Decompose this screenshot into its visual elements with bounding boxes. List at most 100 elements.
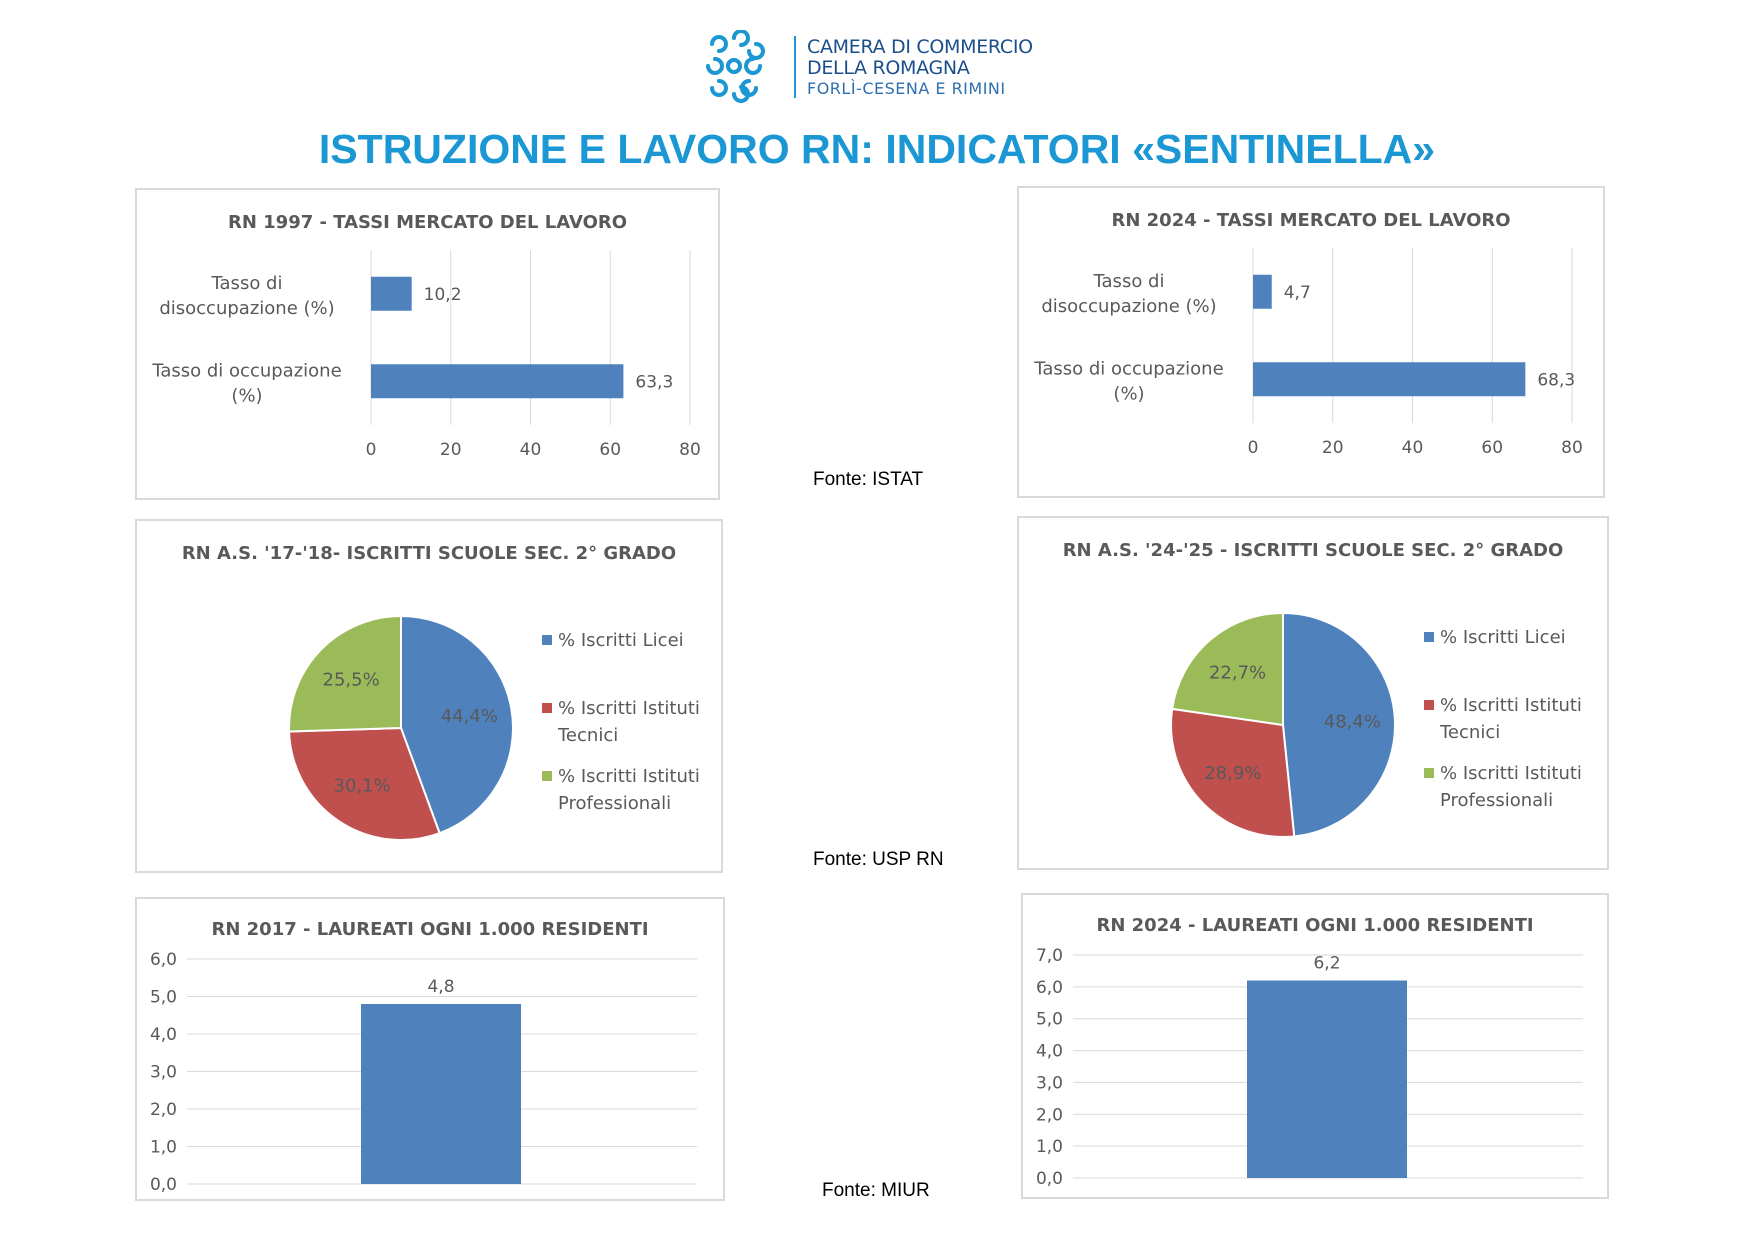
logo-divider <box>794 36 796 98</box>
tick-label: 3,0 <box>1036 1073 1063 1093</box>
tick-label: 1,0 <box>150 1138 177 1158</box>
legend-label: % Iscritti Istituti Tecnici <box>1440 695 1582 743</box>
bar-chart-labour-1997: 0 20 40 60 80 10,2 Tasso di disoccupazione (%) 6… <box>151 250 701 460</box>
chart-panel-labour-2024: RN 2024 - TASSI MERCATO DEL LAVORO 0 20 40… <box>1017 186 1605 498</box>
source-labour: Fonte: ISTAT <box>813 469 924 490</box>
data-label: 44,4% <box>441 706 498 727</box>
tick-label: 40 <box>520 440 542 460</box>
data-label: 4,7 <box>1284 283 1311 303</box>
logo-org-line3: FORLÌ-CESENA E RIMINI <box>807 79 1006 98</box>
chart-panel-graduates-2024: RN 2024 - LAUREATI OGNI 1.000 RESIDENTI … <box>1021 893 1609 1199</box>
tick-label: 0,0 <box>1036 1169 1063 1189</box>
pie-slice <box>400 614 514 835</box>
bar <box>371 364 624 399</box>
tick-label: 7,0 <box>1036 946 1063 966</box>
legend-label: % Iscritti Istituti Professionali <box>558 766 700 814</box>
tick-label: 4,0 <box>150 1025 177 1045</box>
tick-label: 80 <box>679 440 701 460</box>
chart-title: RN 2024 - TASSI MERCATO DEL LAVORO <box>1111 210 1511 231</box>
tick-label: 0 <box>366 440 377 460</box>
pie-slice <box>288 614 402 733</box>
logo-org-line1: CAMERA DI COMMERCIO <box>807 36 1033 58</box>
legend-swatch <box>1424 768 1434 778</box>
tick-label: 1,0 <box>1036 1137 1063 1157</box>
source-schools: Fonte: USP RN <box>813 849 944 870</box>
chart-title: RN A.S. '17-'18- ISCRITTI SCUOLE SEC. 2°… <box>181 543 677 564</box>
tick-label: 6,0 <box>1036 978 1063 998</box>
category-label-line: (%) <box>1113 383 1144 404</box>
category-label: Tasso di occupazione (%) <box>1033 358 1223 404</box>
org-logo: CAMERA DI COMMERCIO DELLA ROMAGNA FORLÌ-… <box>690 30 1090 105</box>
bar <box>361 1004 521 1184</box>
tick-label: 80 <box>1561 438 1583 458</box>
legend-swatch <box>542 771 552 781</box>
pie-chart-schools-2425: 48,4% 28,9% 22,7% <box>1170 611 1396 838</box>
legend-swatch <box>1424 700 1434 710</box>
chart-panel-labour-1997: RN 1997 - TASSI MERCATO DEL LAVORO 0 20 40… <box>135 188 720 500</box>
pie-slice <box>288 726 441 841</box>
bar-chart-graduates-2017: 0,0 1,0 2,0 3,0 4,0 5,0 6,0 4,8 <box>150 950 697 1195</box>
pie-slice <box>1171 611 1284 727</box>
tick-label: 0 <box>1248 438 1259 458</box>
tick-label: 3,0 <box>150 1063 177 1083</box>
tick-label: 60 <box>1481 438 1503 458</box>
chart-title: RN A.S. '24-'25 - ISCRITTI SCUOLE SEC. 2… <box>1062 540 1564 561</box>
page-title: ISTRUZIONE E LAVORO RN: INDICATORI «SENT… <box>318 126 1436 172</box>
tick-label: 20 <box>1322 438 1344 458</box>
legend-label: % Iscritti Istituti Tecnici <box>558 698 700 746</box>
pie-slice <box>1282 611 1396 838</box>
legend-swatch <box>542 635 552 645</box>
bar <box>1247 980 1407 1178</box>
data-label: 4,8 <box>427 977 454 997</box>
legend-label: % Iscritti Licei <box>558 630 684 651</box>
category-label-line: Tasso di <box>211 273 283 294</box>
legend-label: % Iscritti Istituti Professionali <box>1440 763 1582 811</box>
tick-label: 6,0 <box>150 950 177 970</box>
chart-title: RN 2017 - LAUREATI OGNI 1.000 RESIDENTI <box>211 919 649 940</box>
chart-title: RN 1997 - TASSI MERCATO DEL LAVORO <box>227 212 628 233</box>
chart-panel-graduates-2017: RN 2017 - LAUREATI OGNI 1.000 RESIDENTI … <box>135 897 725 1201</box>
bar <box>1253 362 1526 397</box>
tick-label: 4,0 <box>1036 1042 1063 1062</box>
category-label: Tasso di disoccupazione (%) <box>159 273 334 319</box>
category-label-line: disoccupazione (%) <box>159 298 334 319</box>
data-label: 6,2 <box>1313 953 1340 973</box>
data-label: 28,9% <box>1204 763 1261 784</box>
tick-label: 20 <box>440 440 462 460</box>
data-label: 25,5% <box>323 670 380 691</box>
category-label: Tasso di occupazione (%) <box>151 360 341 406</box>
legend-label: % Iscritti Licei <box>1440 627 1566 648</box>
logo-mark-icon <box>706 30 765 103</box>
tick-label: 60 <box>599 440 621 460</box>
bar-chart-graduates-2024: 0,0 1,0 2,0 3,0 4,0 5,0 6,0 7,0 6,2 <box>1036 946 1583 1189</box>
category-label-line: Tasso di occupazione <box>1033 358 1223 379</box>
category-label-line: Tasso di <box>1093 271 1165 292</box>
bar-chart-labour-2024: 0 20 40 60 80 4,7 Tasso di disoccupazione (%) 68… <box>1033 248 1583 458</box>
legend-swatch <box>1424 632 1434 642</box>
chart-panel-schools-1718: RN A.S. '17-'18- ISCRITTI SCUOLE SEC. 2°… <box>135 519 723 873</box>
source-graduates: Fonte: MIUR <box>822 1180 930 1201</box>
logo-org-line2: DELLA ROMAGNA <box>807 57 970 79</box>
pie-chart-schools-1718: 44,4% 30,1% 25,5% <box>288 614 514 841</box>
category-label-line: (%) <box>231 385 262 406</box>
data-label: 22,7% <box>1209 662 1266 683</box>
tick-label: 2,0 <box>150 1100 177 1120</box>
chart-panel-schools-2425: RN A.S. '24-'25 - ISCRITTI SCUOLE SEC. 2… <box>1017 516 1609 870</box>
bar <box>1253 274 1272 309</box>
chart-title: RN 2024 - LAUREATI OGNI 1.000 RESIDENTI <box>1096 915 1534 936</box>
pie-slice <box>1170 707 1296 838</box>
data-label: 48,4% <box>1324 712 1381 733</box>
category-label-line: disoccupazione (%) <box>1041 296 1216 317</box>
legend-swatch <box>542 703 552 713</box>
data-label: 68,3 <box>1537 370 1575 390</box>
data-label: 10,2 <box>424 285 462 305</box>
data-label: 63,3 <box>635 372 673 392</box>
tick-label: 5,0 <box>150 988 177 1008</box>
bar <box>371 276 412 311</box>
tick-label: 5,0 <box>1036 1010 1063 1030</box>
tick-label: 0,0 <box>150 1175 177 1195</box>
tick-label: 2,0 <box>1036 1105 1063 1125</box>
category-label: Tasso di disoccupazione (%) <box>1041 271 1216 317</box>
data-label: 30,1% <box>334 776 391 797</box>
tick-label: 40 <box>1402 438 1424 458</box>
